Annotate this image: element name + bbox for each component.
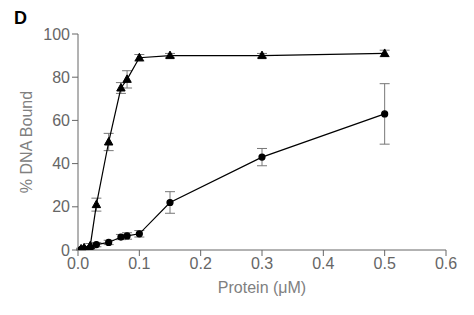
svg-text:20: 20 [52,198,70,215]
html-text:D: D [14,8,27,28]
svg-text:0.4: 0.4 [312,255,334,272]
svg-text:0: 0 [61,242,70,259]
svg-text:0.2: 0.2 [190,255,212,272]
svg-text:0.0: 0.0 [67,255,89,272]
svg-text:80: 80 [52,69,70,86]
svg-text:0.6: 0.6 [435,255,457,272]
svg-text:% DNA Bound: % DNA Bound [18,91,35,193]
svg-text:40: 40 [52,155,70,172]
svg-text:0.1: 0.1 [128,255,150,272]
svg-text:60: 60 [52,112,70,129]
svg-text:100: 100 [43,26,70,43]
svg-text:0.5: 0.5 [374,255,396,272]
svg-text:Protein (μM): Protein (μM) [218,279,306,296]
svg-text:0.3: 0.3 [251,255,273,272]
